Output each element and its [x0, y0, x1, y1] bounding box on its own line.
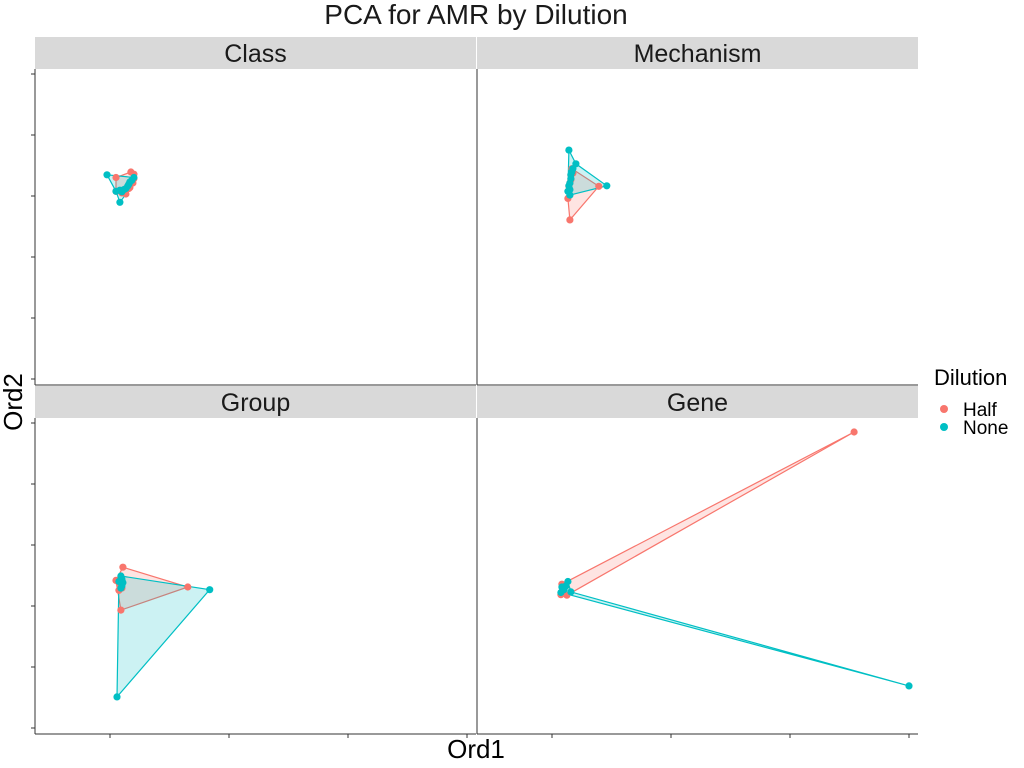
point-half-group-6: [117, 606, 125, 614]
point-none-class-10: [116, 198, 124, 206]
legend-label-half: Half: [963, 400, 998, 421]
point-half-mechanism-8: [566, 216, 574, 224]
point-none-mechanism-0: [565, 146, 573, 154]
panel-background-class: [35, 69, 476, 385]
point-none-gene-5: [557, 588, 565, 597]
facet-panels: Class Mechanism Group Gene: [31, 37, 918, 738]
facet-strip-group: [35, 386, 476, 418]
facet-label-group: Group: [221, 389, 290, 417]
facet-label-gene: Gene: [667, 389, 728, 417]
legend-key-none: [940, 423, 948, 431]
legend-label-none: None: [963, 418, 1008, 439]
facet-class: Class: [31, 37, 476, 386]
point-half-group-7: [184, 583, 192, 591]
legend-key-half: [940, 405, 948, 413]
point-none-class-9: [118, 188, 126, 196]
facet-label-class: Class: [224, 40, 287, 68]
point-none-group-4: [117, 584, 125, 592]
facet-gene: Gene: [476, 386, 918, 738]
panel-plot-class: [103, 168, 138, 206]
point-none-mechanism-11: [603, 182, 611, 190]
point-none-mechanism-10: [564, 187, 572, 195]
y-axis-title: Ord2: [0, 373, 28, 431]
legend-title: Dilution: [934, 365, 1007, 390]
facet-strip-class: [35, 37, 476, 69]
panel-background-mechanism: [477, 69, 918, 385]
facet-strip-gene: [477, 386, 918, 418]
facet-group: Group: [31, 386, 476, 738]
point-half-mechanism-9: [595, 182, 603, 190]
point-half-class-10: [112, 173, 120, 182]
point-half-gene-5: [850, 428, 858, 436]
point-none-group-6: [113, 693, 121, 701]
point-none-group-5: [115, 577, 123, 586]
panel-plot-gene: [557, 428, 913, 690]
point-half-group-0: [119, 563, 127, 571]
point-none-class-0: [103, 171, 111, 179]
point-none-gene-6: [905, 682, 913, 690]
facet-mechanism: Mechanism: [476, 37, 918, 386]
chart-title: PCA for AMR by Dilution: [324, 0, 627, 30]
facet-strip-mechanism: [477, 37, 918, 69]
point-none-gene-4: [567, 588, 575, 596]
panel-background-gene: [477, 418, 918, 734]
facet-label-mechanism: Mechanism: [634, 40, 762, 68]
point-none-group-7: [206, 586, 214, 594]
x-axis-title: Ord1: [447, 734, 505, 764]
panel-background-group: [35, 418, 476, 734]
panel-plot-group: [112, 563, 214, 701]
panel-plot-mechanism: [564, 146, 611, 224]
point-none-class-11: [112, 187, 120, 195]
